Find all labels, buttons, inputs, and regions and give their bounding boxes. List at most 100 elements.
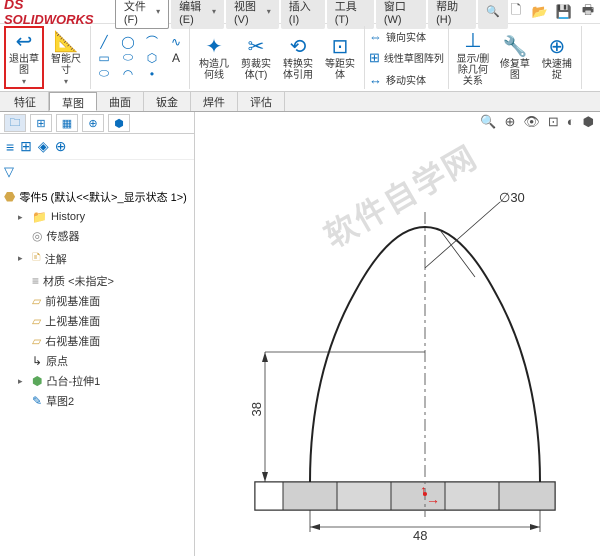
- move-button[interactable]: ↔移动实体: [369, 72, 444, 87]
- ribbon: ↩ 退出草图 ▾ 📐 智能尺寸 ▾ ╱ ◯ ⌒ ∿ ▭ ⬭ ⬡ A ⬭: [0, 24, 600, 92]
- panel-tab-3[interactable]: ▦: [56, 114, 78, 132]
- tree-item-label: 草图2: [46, 393, 74, 409]
- save-icon[interactable]: 💾: [556, 4, 572, 20]
- tree-root[interactable]: ⬣ 零件5 (默认<<默认>_显示状态 1>): [4, 186, 190, 208]
- dim-height: 38: [249, 402, 264, 416]
- panel-tool-3[interactable]: ◈: [38, 138, 49, 155]
- tree-item-label: 材质 <未指定>: [43, 273, 114, 289]
- menu-tools[interactable]: 工具(T): [327, 0, 374, 29]
- mat-icon: ≡: [32, 274, 39, 288]
- panel-tab-tree[interactable]: 🗀: [4, 114, 26, 132]
- convert-button[interactable]: ✦ 构造几何线: [194, 26, 234, 89]
- sketch-tools: ╱ ◯ ⌒ ∿ ▭ ⬭ ⬡ A ⬭ ◠ •: [95, 26, 185, 89]
- open-icon[interactable]: 📂: [532, 4, 548, 20]
- tree-item-label: 前视基准面: [45, 293, 100, 309]
- pattern-button[interactable]: ⊞线性草图阵列: [369, 50, 444, 66]
- display-icon[interactable]: ◐: [567, 114, 575, 130]
- panel-tab-2[interactable]: ⊞: [30, 114, 52, 132]
- app-logo: DS SOLIDWORKS: [4, 0, 107, 27]
- tree-item[interactable]: ◎传感器: [4, 226, 190, 246]
- mirror-icon: ⇔: [369, 29, 382, 44]
- offset-button[interactable]: ⊡ 等距实体: [320, 26, 360, 89]
- tree-item[interactable]: ▱前视基准面: [4, 291, 190, 311]
- main-menu: 文件(F)▾ 编辑(E)▾ 视图(V)▾ 插入(I) 工具(T) 窗口(W) 帮…: [115, 0, 508, 29]
- tree-item[interactable]: ↳原点: [4, 351, 190, 371]
- tab-features[interactable]: 特征: [2, 92, 49, 111]
- tree-item[interactable]: ▸📁History: [4, 208, 190, 226]
- filter-icon[interactable]: ▽: [4, 164, 14, 179]
- expand-icon[interactable]: ▸: [18, 212, 28, 223]
- zoom-icon[interactable]: ⊕: [504, 114, 515, 130]
- view-icon[interactable]: 👁: [523, 114, 540, 130]
- menu-search[interactable]: 🔍: [478, 0, 508, 29]
- arc-tool[interactable]: ⌒: [143, 35, 161, 49]
- tab-sketch[interactable]: 草图: [49, 92, 97, 111]
- sketch-view: [215, 172, 585, 542]
- tree-item[interactable]: ≡ 材质 <未指定>: [4, 271, 190, 291]
- fillet-tool[interactable]: ◠: [119, 67, 137, 81]
- smart-dimension-button[interactable]: 📐 智能尺寸 ▾: [46, 26, 86, 89]
- expand-icon[interactable]: ▸: [18, 253, 28, 264]
- point-tool[interactable]: •: [143, 67, 161, 81]
- panel-tab-5[interactable]: ⬢: [108, 114, 130, 132]
- mirror-button[interactable]: ⇔镜向实体: [369, 29, 444, 44]
- trim-icon: ✂: [248, 34, 265, 58]
- tree-item[interactable]: ▸ 🗈注解: [4, 246, 190, 271]
- menu-file[interactable]: 文件(F)▾: [115, 0, 169, 29]
- scene-icon[interactable]: ⬢: [583, 114, 594, 130]
- rect-tool[interactable]: ▭: [95, 51, 113, 65]
- exit-sketch-button[interactable]: ↩ 退出草图 ▾: [4, 26, 44, 89]
- display-relations-button[interactable]: ⊥ 显示/删除几何关系: [453, 26, 493, 89]
- tree-item[interactable]: ✎ 草图2: [4, 391, 190, 411]
- menu-edit[interactable]: 编辑(E)▾: [171, 0, 224, 29]
- menu-window[interactable]: 窗口(W): [376, 0, 426, 29]
- feature-tree-panel: 🗀 ⊞ ▦ ⊕ ⬢ ≡ ⊞ ◈ ⊕ ▽ ⬣ 零件5 (默认<<默认>_显示状态 …: [0, 112, 195, 556]
- menu-help[interactable]: 帮助(H): [428, 0, 476, 29]
- new-icon[interactable]: 🗋: [508, 4, 524, 20]
- zoom-fit-icon[interactable]: 🔍: [480, 114, 496, 130]
- expand-icon[interactable]: ▸: [18, 376, 28, 387]
- offset-icon: ⊡: [332, 34, 349, 58]
- menu-insert[interactable]: 插入(I): [281, 0, 325, 29]
- tree-item-label: 传感器: [46, 228, 79, 244]
- menu-view[interactable]: 视图(V)▾: [226, 0, 279, 29]
- text-tool[interactable]: A: [167, 51, 185, 65]
- dimension-icon: 📐: [54, 29, 79, 53]
- pattern-icon: ⊞: [369, 50, 380, 66]
- panel-tab-4[interactable]: ⊕: [82, 114, 104, 132]
- circle-tool[interactable]: ◯: [119, 35, 137, 49]
- tree-item[interactable]: ▸ ⬢ 凸台-拉伸1: [4, 371, 190, 391]
- tree-item-label: 凸台-拉伸1: [46, 373, 100, 389]
- tree-item[interactable]: ▱右视基准面: [4, 331, 190, 351]
- line-tool[interactable]: ╱: [95, 35, 113, 49]
- feature-tree: ⬣ 零件5 (默认<<默认>_显示状态 1>) ▸📁History◎传感器▸🗈注…: [0, 184, 194, 413]
- slot-tool[interactable]: ⬭: [119, 51, 137, 65]
- graphics-area[interactable]: 🔍 ⊕ 👁 ⊡ ◐ ⬢ 软件自学网: [195, 112, 600, 556]
- tree-item-label: 右视基准面: [45, 333, 100, 349]
- trim-button[interactable]: ✂ 剪裁实体(T): [236, 26, 276, 89]
- tab-evaluate[interactable]: 评估: [238, 92, 285, 111]
- convert-entities-button[interactable]: ⟲ 转换实体引用: [278, 26, 318, 89]
- tree-item-label: 注解: [45, 251, 67, 267]
- quick-snap-button[interactable]: ⊕ 快速捕捉: [537, 26, 577, 89]
- polygon-tool[interactable]: ⬡: [143, 51, 161, 65]
- tab-sheetmetal[interactable]: 钣金: [144, 92, 191, 111]
- feat-icon: ⬢: [32, 374, 42, 388]
- panel-tool-2[interactable]: ⊞: [20, 138, 32, 155]
- sketch-icon: ✎: [32, 394, 42, 408]
- repair-button[interactable]: 🔧 修复草图: [495, 26, 535, 89]
- tab-weldment[interactable]: 焊件: [191, 92, 238, 111]
- tree-item[interactable]: ▱上视基准面: [4, 311, 190, 331]
- spline-tool[interactable]: ∿: [167, 35, 185, 49]
- panel-tool-4[interactable]: ⊕: [55, 138, 67, 155]
- folder-icon: 📁: [32, 210, 47, 224]
- print-icon[interactable]: 🖶: [580, 4, 596, 20]
- title-bar: DS SOLIDWORKS 文件(F)▾ 编辑(E)▾ 视图(V)▾ 插入(I)…: [0, 0, 600, 24]
- ellipse-tool[interactable]: ⬭: [95, 67, 113, 81]
- origin-arrow-right: →: [426, 491, 440, 507]
- note-icon: 🗈: [32, 248, 41, 269]
- tree-item-label: 原点: [46, 353, 68, 369]
- panel-tool-1[interactable]: ≡: [6, 139, 14, 155]
- tab-surface[interactable]: 曲面: [97, 92, 144, 111]
- section-icon[interactable]: ⊡: [548, 114, 559, 130]
